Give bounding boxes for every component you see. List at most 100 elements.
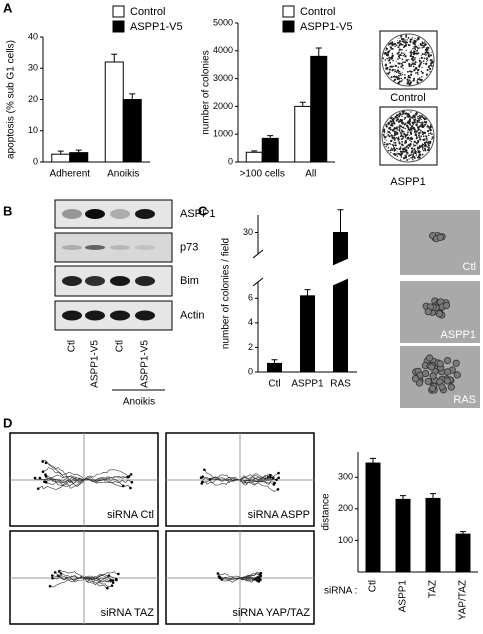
colony — [402, 54, 405, 57]
colony — [406, 39, 408, 41]
colony — [411, 62, 413, 64]
colony — [422, 149, 425, 152]
colony — [417, 115, 419, 118]
blot-strip — [54, 232, 173, 263]
colony — [391, 47, 394, 50]
colony — [428, 67, 432, 70]
colony — [385, 125, 388, 128]
blot-band — [110, 209, 130, 219]
colony — [416, 120, 418, 122]
colony — [420, 123, 424, 126]
colony — [400, 143, 404, 146]
colony — [402, 131, 405, 133]
track-end — [203, 468, 206, 472]
colony — [423, 119, 426, 121]
colony — [408, 44, 411, 46]
blot-band — [135, 209, 155, 219]
colony — [404, 136, 407, 139]
colony — [393, 122, 396, 125]
colony — [426, 139, 428, 141]
colony — [400, 37, 402, 39]
colony — [385, 145, 387, 148]
y-tick-label: 40 — [28, 31, 38, 41]
colony — [404, 41, 407, 44]
colony — [425, 62, 428, 66]
colony — [403, 53, 406, 56]
colony — [401, 49, 403, 51]
colony — [409, 131, 412, 134]
blot-band — [62, 209, 82, 219]
colony — [414, 144, 416, 147]
lane-label: Ctl — [115, 340, 126, 352]
y-tick-label: 300 — [338, 472, 353, 482]
colony — [415, 46, 417, 49]
track-end — [275, 478, 278, 482]
colony — [429, 124, 432, 127]
colony — [397, 58, 399, 60]
colony — [409, 139, 411, 142]
colony — [429, 142, 432, 145]
colony — [390, 57, 394, 60]
colony — [411, 156, 414, 159]
colony — [398, 124, 402, 127]
colony — [383, 130, 386, 133]
colony — [423, 53, 425, 55]
track-end — [41, 470, 45, 474]
colony — [387, 130, 389, 132]
colony — [428, 55, 431, 58]
y-tick-label: 20 — [28, 94, 38, 104]
error-bar — [57, 150, 64, 155]
colony — [403, 52, 405, 54]
colony — [403, 46, 405, 49]
colony — [410, 128, 413, 131]
bar — [395, 498, 411, 573]
track — [239, 577, 256, 581]
colony — [411, 36, 413, 39]
colony — [397, 46, 400, 49]
colony — [399, 131, 402, 133]
colony — [388, 56, 391, 59]
colony — [401, 52, 403, 54]
colony — [400, 65, 403, 68]
colony — [389, 62, 391, 64]
micrograph-label: Ctl — [463, 261, 476, 273]
error-bar — [315, 47, 322, 57]
colony — [418, 135, 420, 137]
colony — [404, 116, 407, 119]
colony — [408, 118, 412, 121]
colony — [415, 137, 418, 140]
error-bar — [129, 93, 136, 100]
colony — [406, 159, 408, 161]
colony — [392, 145, 395, 147]
colony — [389, 46, 392, 49]
colony — [411, 137, 414, 140]
colony — [414, 39, 417, 42]
colony — [406, 133, 409, 136]
track — [239, 472, 279, 481]
colony — [399, 146, 402, 148]
colony — [397, 137, 400, 140]
plate-label: Control — [390, 92, 425, 104]
track — [83, 574, 117, 581]
colony — [397, 55, 400, 58]
x-tick-label: ASPP1 — [398, 580, 409, 613]
colony — [413, 140, 416, 144]
colony — [386, 66, 389, 69]
colony — [416, 80, 418, 82]
colony — [390, 126, 392, 129]
colony — [388, 142, 390, 145]
colony — [397, 120, 401, 123]
blot-band — [110, 310, 130, 321]
colony — [425, 73, 429, 76]
track — [83, 577, 108, 589]
colony — [406, 78, 409, 81]
colony — [392, 75, 395, 78]
colony — [406, 70, 409, 73]
colony — [423, 57, 426, 60]
colony — [387, 72, 390, 75]
track — [239, 478, 277, 482]
colony — [429, 54, 433, 57]
colony — [423, 62, 425, 65]
colony — [410, 136, 412, 139]
y-tick-label: 2000 — [213, 101, 233, 111]
